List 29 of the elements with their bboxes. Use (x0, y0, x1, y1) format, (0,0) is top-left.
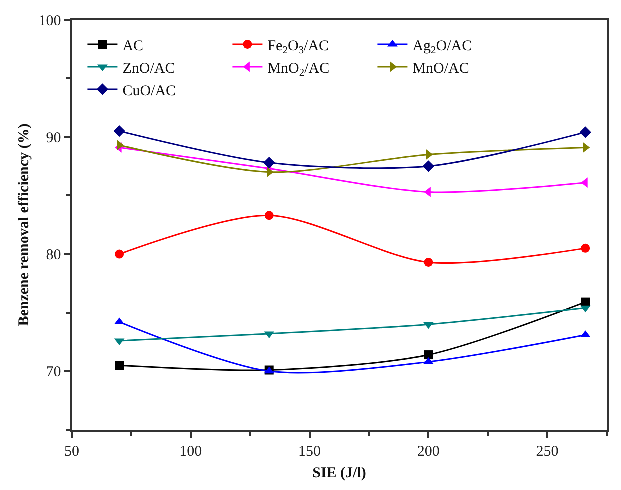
point (115, 361, 124, 370)
point (422, 160, 435, 172)
x-tick-label: 150 (298, 444, 322, 460)
legend-label: CuO/AC (122, 83, 176, 100)
point (264, 157, 276, 169)
legend-label: MnO/AC (412, 60, 470, 77)
legend-label: Fe$_{2}$O$_{3}$/AC (268, 38, 330, 56)
point (581, 244, 590, 253)
y-tick-label: 70 (46, 364, 62, 381)
legend-label: ZnO/AC (122, 60, 176, 77)
legend-label: AC (122, 38, 144, 54)
point (580, 126, 592, 138)
point (424, 258, 434, 267)
x-tick-label: 100 (180, 444, 202, 460)
x-tick-label: 50 (64, 444, 80, 460)
y-tick-label: 80 (46, 248, 62, 264)
point (426, 150, 434, 160)
y-axis-title: Benzene removal efficiency (%) (16, 124, 32, 326)
x-tick-label: 200 (417, 444, 440, 460)
y-tick-label: 90 (46, 130, 62, 146)
point (264, 211, 274, 220)
x-axis-title: SIE (J/l) (312, 465, 366, 482)
point (424, 350, 434, 360)
legend-label: MnO$_{2}$/AC (268, 60, 330, 79)
y-tick-label: 100 (38, 13, 62, 30)
x-tick-label: 250 (536, 444, 559, 460)
point (114, 125, 126, 138)
legend-label: Ag$_{2}$O/AC (412, 38, 472, 56)
point (115, 250, 124, 259)
